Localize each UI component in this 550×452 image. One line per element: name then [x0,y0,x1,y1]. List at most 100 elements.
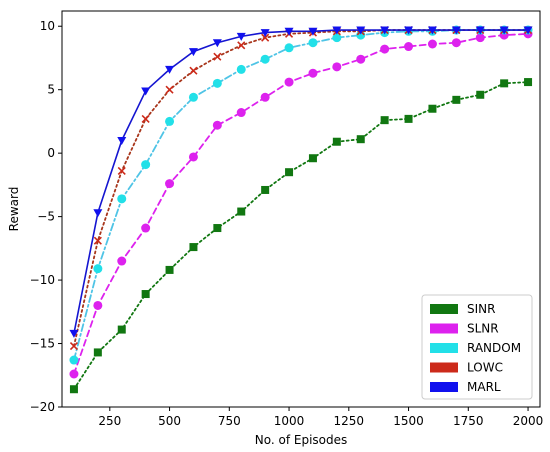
x-tick-label: 1000 [274,414,305,428]
data-point-sinr [428,104,437,113]
data-point-slnr [427,39,437,49]
y-tick-label: −5 [37,210,55,224]
data-point-sinr [285,168,294,177]
data-point-marl [284,27,294,36]
data-point-lowc [141,114,150,123]
data-point-slnr [260,92,270,102]
data-point-marl [427,26,437,35]
data-point-slnr [308,68,318,78]
data-point-slnr [356,54,366,64]
data-point-marl [165,65,175,74]
data-point-random [117,194,127,204]
x-tick-label: 2000 [513,414,544,428]
legend-item-marl: MARL [430,380,501,394]
data-point-lowc [93,236,102,245]
data-point-random [69,355,79,365]
y-tick-label: −20 [30,400,55,414]
data-point-sinr [237,207,246,216]
x-tick-label: 1500 [393,414,424,428]
data-point-lowc [189,66,198,75]
data-point-random [284,43,294,53]
x-axis-ticks: 250 500 750 1000 1250 1500 1750 2000 [98,407,543,428]
data-point-slnr [93,300,103,310]
data-point-slnr [380,44,390,54]
data-point-marl [188,48,198,57]
data-point-slnr [141,223,151,233]
data-point-random [332,33,342,43]
data-point-random [188,92,198,102]
legend: SINR SLNR RANDOM LOWC MARL [421,294,533,400]
y-tick-label: 10 [40,19,55,33]
data-point-sinr [404,114,413,123]
legend-label-random: RANDOM [467,341,521,355]
data-point-lowc [165,85,174,94]
data-point-slnr [284,77,294,87]
y-tick-label: −15 [30,337,55,351]
data-point-random [141,160,151,170]
legend-item-sinr: SINR [430,302,495,316]
data-point-sinr [165,265,174,274]
data-point-random [236,64,246,74]
x-tick-label: 750 [218,414,241,428]
data-point-lowc [213,52,222,61]
data-point-slnr [212,120,222,130]
series-sinr [69,78,533,394]
series-line-marl [73,29,529,335]
data-point-slnr [117,256,127,266]
data-point-slnr [188,152,198,162]
data-point-lowc [69,342,79,351]
data-point-sinr [117,325,126,334]
data-point-marl [141,87,151,96]
data-point-random [260,54,270,64]
data-point-marl [93,209,103,218]
legend-swatch-lowc [430,362,458,373]
data-point-lowc [117,166,126,175]
data-point-sinr [189,243,198,252]
data-point-random [308,38,318,48]
legend-item-slnr: SLNR [430,322,499,336]
y-tick-label: −10 [30,273,55,287]
y-tick-label: 0 [47,146,55,160]
data-point-slnr [451,38,461,48]
legend-item-lowc: LOWC [430,361,503,375]
data-point-random [212,78,222,88]
legend-swatch-slnr [430,323,458,334]
x-tick-label: 1750 [453,414,484,428]
data-point-marl [356,26,366,35]
legend-label-marl: MARL [467,380,501,394]
data-point-slnr [165,179,175,189]
data-point-marl [404,26,414,35]
data-point-slnr [236,108,246,118]
data-point-marl [117,136,127,145]
y-axis-title: Reward [7,187,21,232]
data-point-marl [308,27,318,36]
data-point-sinr [69,385,78,394]
data-point-sinr [308,154,317,163]
data-point-marl [523,26,533,35]
x-tick-label: 1250 [334,414,365,428]
data-point-sinr [93,348,102,357]
data-point-sinr [500,79,509,88]
data-point-slnr [332,62,342,72]
data-point-sinr [380,116,389,125]
data-point-sinr [332,137,341,146]
data-point-slnr [475,33,485,43]
legend-frame [421,294,533,400]
legend-swatch-sinr [430,304,458,314]
data-point-slnr [404,42,414,52]
y-axis-ticks: −20 −15 −10 −5 0 5 10 [30,19,62,414]
data-point-lowc [237,41,246,50]
data-point-marl [475,26,485,35]
data-point-sinr [261,185,270,194]
legend-swatch-random [430,343,458,353]
data-point-marl [69,329,79,338]
data-point-sinr [356,135,365,144]
data-point-slnr [69,369,79,379]
y-tick-label: 5 [47,83,55,97]
data-point-marl [380,26,390,35]
data-point-marl [212,39,222,48]
legend-label-lowc: LOWC [467,361,503,375]
x-axis-title: No. of Episodes [255,433,348,447]
data-point-random [165,116,175,126]
